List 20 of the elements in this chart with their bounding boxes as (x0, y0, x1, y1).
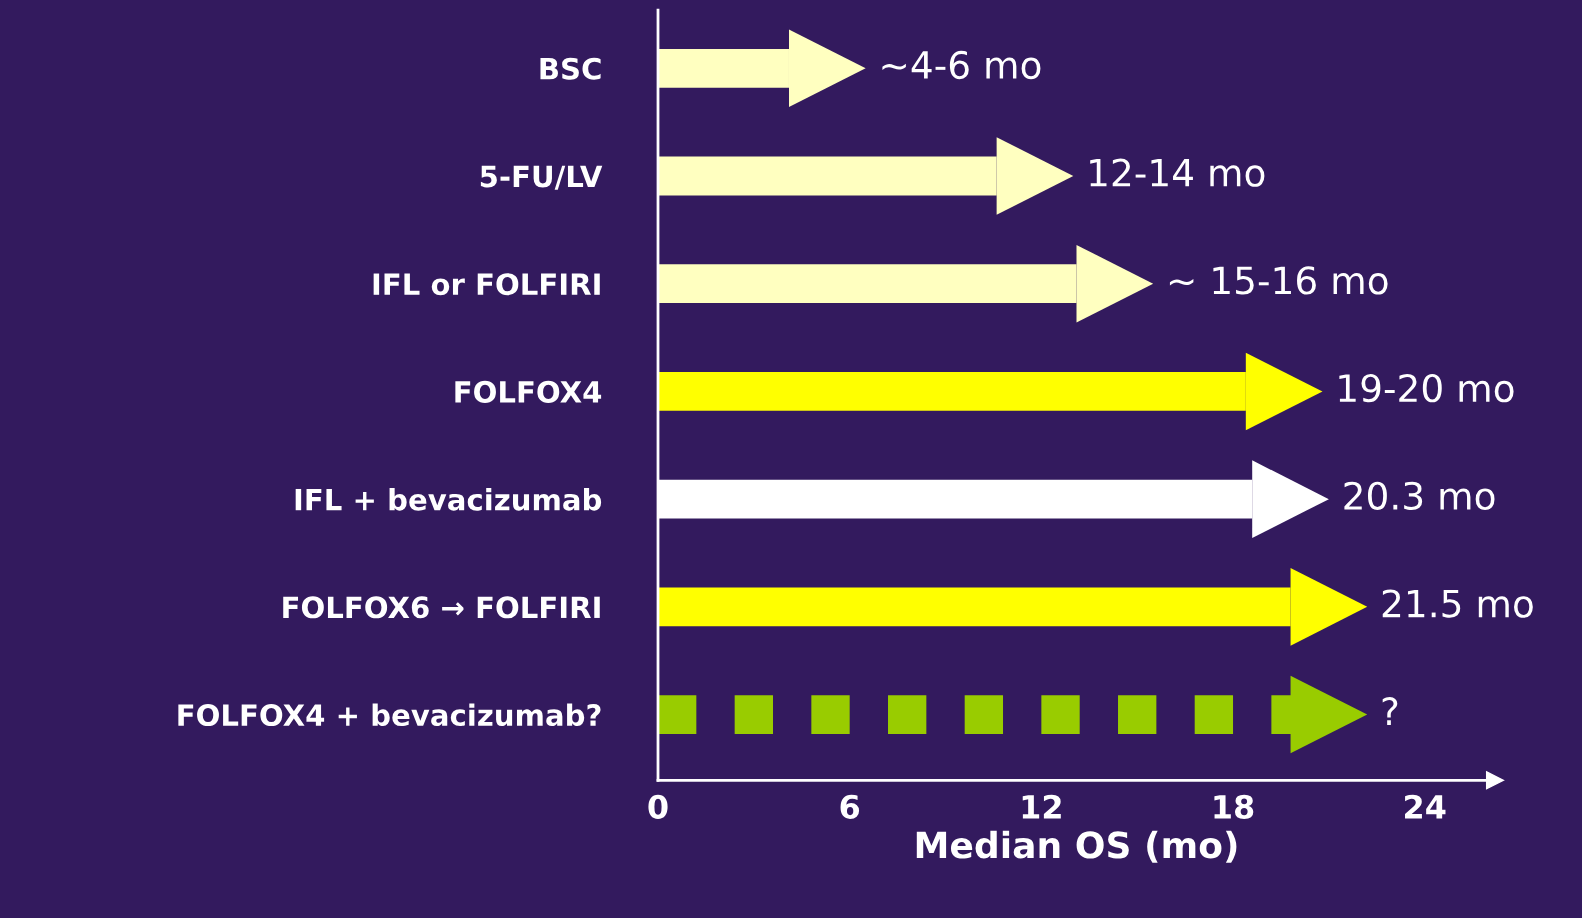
y-tick-label: 5-FU/LV (480, 165, 603, 190)
text: 20.3 mo (1344, 481, 1495, 511)
text: ~4-6 mo (882, 50, 1041, 80)
text: ~ 15-16 mo (1169, 266, 1388, 295)
x-tick-label: 12 (1022, 794, 1061, 819)
text: 12-14 mo (1090, 158, 1265, 187)
y-tick-label: IFL + bevacizumab (295, 488, 602, 511)
x-tick-label: 24 (1405, 794, 1446, 819)
y-tick-label: FOLFOX4 (455, 380, 602, 403)
text: 19-20 mo (1339, 373, 1514, 403)
text: ? (1382, 697, 1398, 725)
x-axis-title: Median OS (mo) (916, 830, 1237, 863)
y-tick-label: BSC (540, 57, 601, 80)
x-tick-label: 0 (648, 794, 668, 819)
text: 21.5 mo (1382, 589, 1533, 618)
x-tick-label: 18 (1214, 794, 1254, 819)
y-tick-label: FOLFOX6 → FOLFIRI (283, 596, 600, 619)
y-tick-label: IFL or FOLFIRI (373, 273, 600, 296)
x-tick-label: 6 (840, 794, 860, 819)
y-tick-label: FOLFOX4 + bevacizumab? (178, 703, 601, 727)
